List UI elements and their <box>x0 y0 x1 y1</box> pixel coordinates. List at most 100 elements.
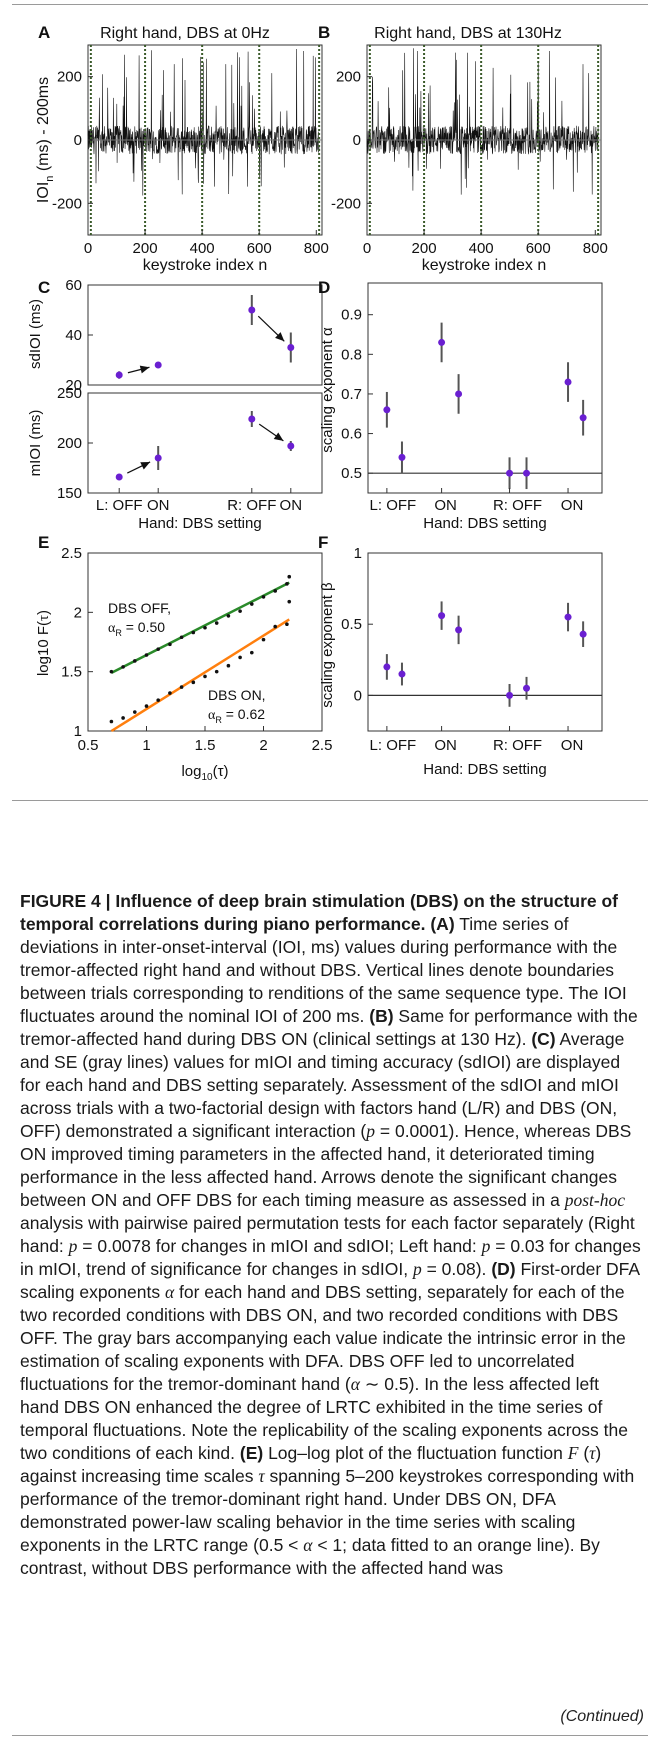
panel-label-b: B <box>318 23 330 42</box>
xtick-label: 600 <box>247 240 272 257</box>
data-point <box>287 442 295 450</box>
data-point <box>191 630 196 635</box>
xtick-label: L: OFF <box>370 497 417 514</box>
arrow-head <box>140 461 151 470</box>
data-point <box>238 609 242 613</box>
data-point <box>523 684 531 692</box>
data-point <box>261 595 266 599</box>
data-point <box>144 653 149 657</box>
xtick-label: 400 <box>190 240 215 257</box>
arrow-head <box>139 365 150 374</box>
top-rule <box>12 4 648 5</box>
xtick-label: ON <box>434 497 457 514</box>
annotation-dbs-on-alpha: αR = 0.62 <box>208 706 265 725</box>
panel-e-plot: 0.5 1 1.5 2 2.52.521.51 <box>61 545 332 754</box>
ytick-label: 20 <box>65 377 82 394</box>
data-point <box>154 454 162 462</box>
xtick-label: L: OFF <box>370 737 417 754</box>
ytick-label: 0.6 <box>341 426 362 443</box>
annotation-dbs-on: DBS ON, <box>208 687 266 703</box>
data-point <box>455 626 463 634</box>
panel-f-frame <box>367 552 603 732</box>
data-point <box>203 674 207 679</box>
panel-a-ylabel: IOIn (ms) - 200ms <box>35 77 56 203</box>
panel-f: F 1 0.5 0 L: OFF ON R: OFF ON scaling exponent… <box>318 533 603 778</box>
panel-c-xlabel: Hand: DBS setting <box>138 515 261 532</box>
xtick-label: 600 <box>526 240 551 257</box>
data-point <box>154 361 162 369</box>
panel-label-e: E <box>38 533 49 552</box>
data-point <box>383 663 391 671</box>
ytick-label: -200 <box>52 195 82 212</box>
ytick-label: 250 <box>57 385 82 402</box>
figure-caption: FIGURE 4 | Influence of deep brain stimu… <box>20 891 641 1578</box>
xtick-label: ON <box>561 497 584 514</box>
panel-a-title: Right hand, DBS at 0Hz <box>100 25 270 42</box>
data-point <box>179 635 184 640</box>
ytick-label: -200 <box>331 195 361 212</box>
panel-f-ylabel: scaling exponent β <box>319 582 336 708</box>
data-point <box>248 306 256 314</box>
continued-note: (Continued) <box>560 1708 644 1725</box>
xtick-label: R: OFF <box>227 497 276 514</box>
panel-f-xlabel: Hand: DBS setting <box>423 761 546 778</box>
panel-d: D 0.9 0.8 0.7 0.6 0.5 L: OFF ON R: OFF ON scalin… <box>318 278 603 532</box>
data-point <box>168 642 172 647</box>
data-point <box>455 390 463 398</box>
panel-e: E 0.5 1 1.5 2 2.52.521.51 log10 F(τ) log10(τ… <box>35 533 332 783</box>
data-point <box>179 685 184 689</box>
data-point <box>156 647 160 651</box>
xtick-label: L: OFF <box>96 497 143 514</box>
panel-c-bottom-frame <box>87 392 323 494</box>
xtick-label: 200 <box>133 240 158 257</box>
xtick-label: 800 <box>304 240 329 257</box>
arrow-head <box>273 432 284 441</box>
ytick-label: 0 <box>353 132 361 149</box>
ytick-label: 0.5 <box>341 465 362 482</box>
ytick-label: 0.5 <box>341 616 362 633</box>
data-point <box>261 637 266 642</box>
data-point <box>285 582 289 586</box>
ytick-label: 0.8 <box>341 346 362 363</box>
xtick-label: R: OFF <box>493 737 542 754</box>
panel-b-xlabel: keystroke index n <box>422 257 547 274</box>
xtick-label: ON <box>147 497 170 514</box>
data-point <box>287 599 292 604</box>
panel-b: B Right hand, DBS at 130Hz 200 0 -200 0 200 4… <box>318 23 608 274</box>
panel-label-c: C <box>38 278 50 297</box>
data-point <box>109 719 114 724</box>
data-point <box>250 602 254 606</box>
panel-e-ylabel: log10 F(τ) <box>35 610 52 676</box>
ytick-label: 0 <box>354 687 362 704</box>
timeseries-line <box>87 48 320 196</box>
data-point <box>144 704 149 708</box>
panel-label-f: F <box>318 533 328 552</box>
panel-d-points: 0.9 0.8 0.7 0.6 0.5 L: OFF ON R: OFF ON <box>341 307 602 514</box>
xtick-label: 0.5 <box>78 737 99 754</box>
caption-title: FIGURE 4 | Influence of deep brain stimu… <box>20 891 618 934</box>
ytick-label: 200 <box>57 69 82 86</box>
data-point <box>226 614 231 618</box>
annotation-dbs-off: DBS OFF, <box>108 600 171 616</box>
xtick-label: 2.5 <box>312 737 333 754</box>
data-point <box>121 665 125 669</box>
xtick-label: 1.5 <box>195 737 216 754</box>
ytick-label: 150 <box>57 485 82 502</box>
data-point <box>214 669 219 674</box>
data-point <box>285 622 289 626</box>
data-point <box>226 663 231 668</box>
data-point <box>168 691 172 695</box>
arrow-head <box>275 332 285 342</box>
timeseries-line <box>366 48 599 195</box>
xtick-label: R: OFF <box>493 497 542 514</box>
data-point <box>133 659 137 663</box>
data-point <box>273 589 278 593</box>
fit-line-dbs-on <box>110 618 290 733</box>
panel-a: A Right hand, DBS at 0Hz 200 0 -200 0 200 400… <box>35 23 329 274</box>
data-point <box>506 469 514 477</box>
xtick-label: ON <box>434 737 457 754</box>
data-point <box>121 716 125 720</box>
